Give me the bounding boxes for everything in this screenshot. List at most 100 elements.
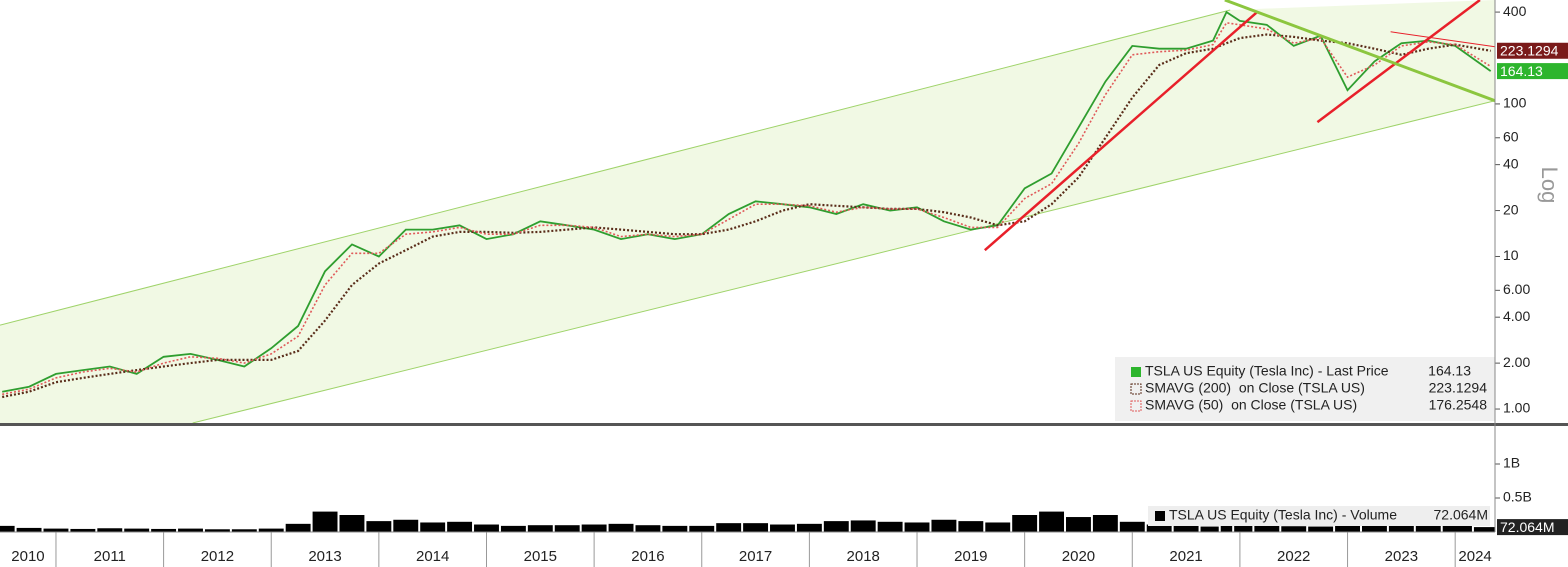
legend-swatch (1130, 400, 1142, 412)
x-tick-label: 2021 (1169, 548, 1202, 565)
volume-bar (770, 524, 795, 532)
legend-swatch (1155, 511, 1165, 521)
volume-bar (258, 528, 284, 532)
volume-bar (662, 525, 688, 532)
volume-bar (554, 525, 580, 532)
y-tick-label: 4.00 (1503, 308, 1530, 324)
y-tick-label: 1B (1503, 455, 1520, 471)
volume-bar (178, 528, 203, 532)
volume-bar (1173, 525, 1199, 532)
last-value-tag (1497, 519, 1568, 536)
trend-line (984, 11, 1258, 252)
x-tick-label: 2011 (94, 548, 126, 565)
trend-line (1316, 0, 1481, 124)
legend-value: 176.2548 (1429, 397, 1488, 413)
y-tick-label: 40 (1503, 155, 1519, 171)
x-tick-label: 2018 (847, 548, 880, 565)
volume-bar (1415, 523, 1441, 532)
last-value-tag (1497, 63, 1568, 80)
legend-label: SMAVG (50) on Close (TSLA US) (1145, 397, 1357, 413)
volume-bar (231, 529, 257, 532)
volume-bar (1254, 525, 1280, 532)
volume-bar (204, 529, 230, 532)
y-tick-label: 20 (1503, 201, 1519, 217)
y-tick-label: 60 (1503, 128, 1519, 144)
volume-bar (474, 524, 499, 532)
volume-bar (635, 525, 661, 532)
volume-bar (339, 515, 365, 532)
legend-label: TSLA US Equity (Tesla Inc) - Last Price (1145, 363, 1389, 379)
volume-plot (0, 511, 1495, 532)
legend-value: 72.064M (1434, 507, 1488, 523)
volume-bar (393, 519, 419, 532)
volume-bar (796, 523, 822, 532)
x-tick-label: 2020 (1062, 548, 1095, 565)
volume-bar (1473, 527, 1495, 532)
volume-bar (1442, 524, 1472, 532)
x-tick-label: 2014 (416, 548, 449, 565)
y-tick-label: 2.00 (1503, 354, 1530, 370)
volume-bar (689, 525, 715, 532)
volume-bar (97, 528, 123, 532)
legend-swatch (1131, 367, 1141, 377)
volume-bar (1335, 523, 1360, 532)
volume-bar (151, 528, 177, 532)
legend-label: SMAVG (200) on Close (TSLA US) (1145, 380, 1365, 396)
y-tick-label: 10 (1503, 247, 1519, 263)
last-value-label: 72.064M (1500, 519, 1554, 535)
volume-bar (1220, 525, 1233, 532)
volume-bar (1200, 526, 1219, 532)
channel-line (192, 100, 1495, 423)
volume-bar (500, 525, 526, 532)
price-line (1, 33, 1491, 399)
volume-bar (1308, 526, 1334, 532)
overlay: 400100604020106.004.002.001.001B0.5B2010… (11, 3, 1568, 567)
price-line (2, 21, 1492, 396)
x-tick-label: 2013 (308, 548, 341, 565)
y-tick-label: 100 (1503, 95, 1527, 111)
legend-box (1115, 357, 1495, 421)
volume-bar (985, 522, 1011, 532)
volume-bar (447, 521, 473, 532)
legend-swatch (1130, 383, 1142, 395)
pane-divider (0, 423, 1568, 426)
volume-bar (743, 523, 769, 532)
volume-bar (285, 523, 311, 532)
last-value-tag (1497, 42, 1568, 59)
x-tick-label: 2017 (739, 548, 772, 565)
legend-label: TSLA US Equity (Tesla Inc) - Volume (1169, 507, 1397, 523)
channel-line (0, 9, 1231, 326)
legend-value: 223.1294 (1429, 380, 1488, 396)
legend-value: 164.13 (1428, 363, 1471, 379)
volume-bar (312, 511, 338, 532)
volume-bar (16, 527, 42, 532)
x-tick-label: 2024 (1458, 548, 1491, 565)
volume-bar (1234, 525, 1253, 532)
x-tick-label: 2016 (631, 548, 664, 565)
volume-bar (581, 524, 607, 532)
volume-bar (931, 519, 957, 532)
volume-bar (1388, 523, 1414, 532)
volume-bar (1361, 522, 1387, 532)
volume-bar (124, 528, 150, 532)
volume-bar (904, 522, 930, 532)
volume-bar (1281, 526, 1307, 532)
volume-bar (1119, 521, 1145, 532)
volume-bar (366, 521, 392, 532)
y-tick-label: 1.00 (1503, 400, 1530, 416)
x-tick-label: 2015 (524, 548, 557, 565)
volume-bar (850, 520, 876, 532)
volume-bar (43, 528, 69, 532)
legend-box (1148, 506, 1490, 526)
y-tick-label: 0.5B (1503, 489, 1532, 505)
x-tick-label: 2022 (1277, 548, 1310, 565)
trend-line (1224, 0, 1495, 103)
last-value-label: 164.13 (1500, 63, 1543, 79)
volume-bar (958, 521, 984, 532)
volume-bar (608, 523, 634, 532)
scale-label: Log (1537, 167, 1562, 204)
volume-bar (1039, 511, 1065, 532)
volume-bar (527, 525, 553, 532)
x-tick-label: 2010 (11, 548, 44, 565)
